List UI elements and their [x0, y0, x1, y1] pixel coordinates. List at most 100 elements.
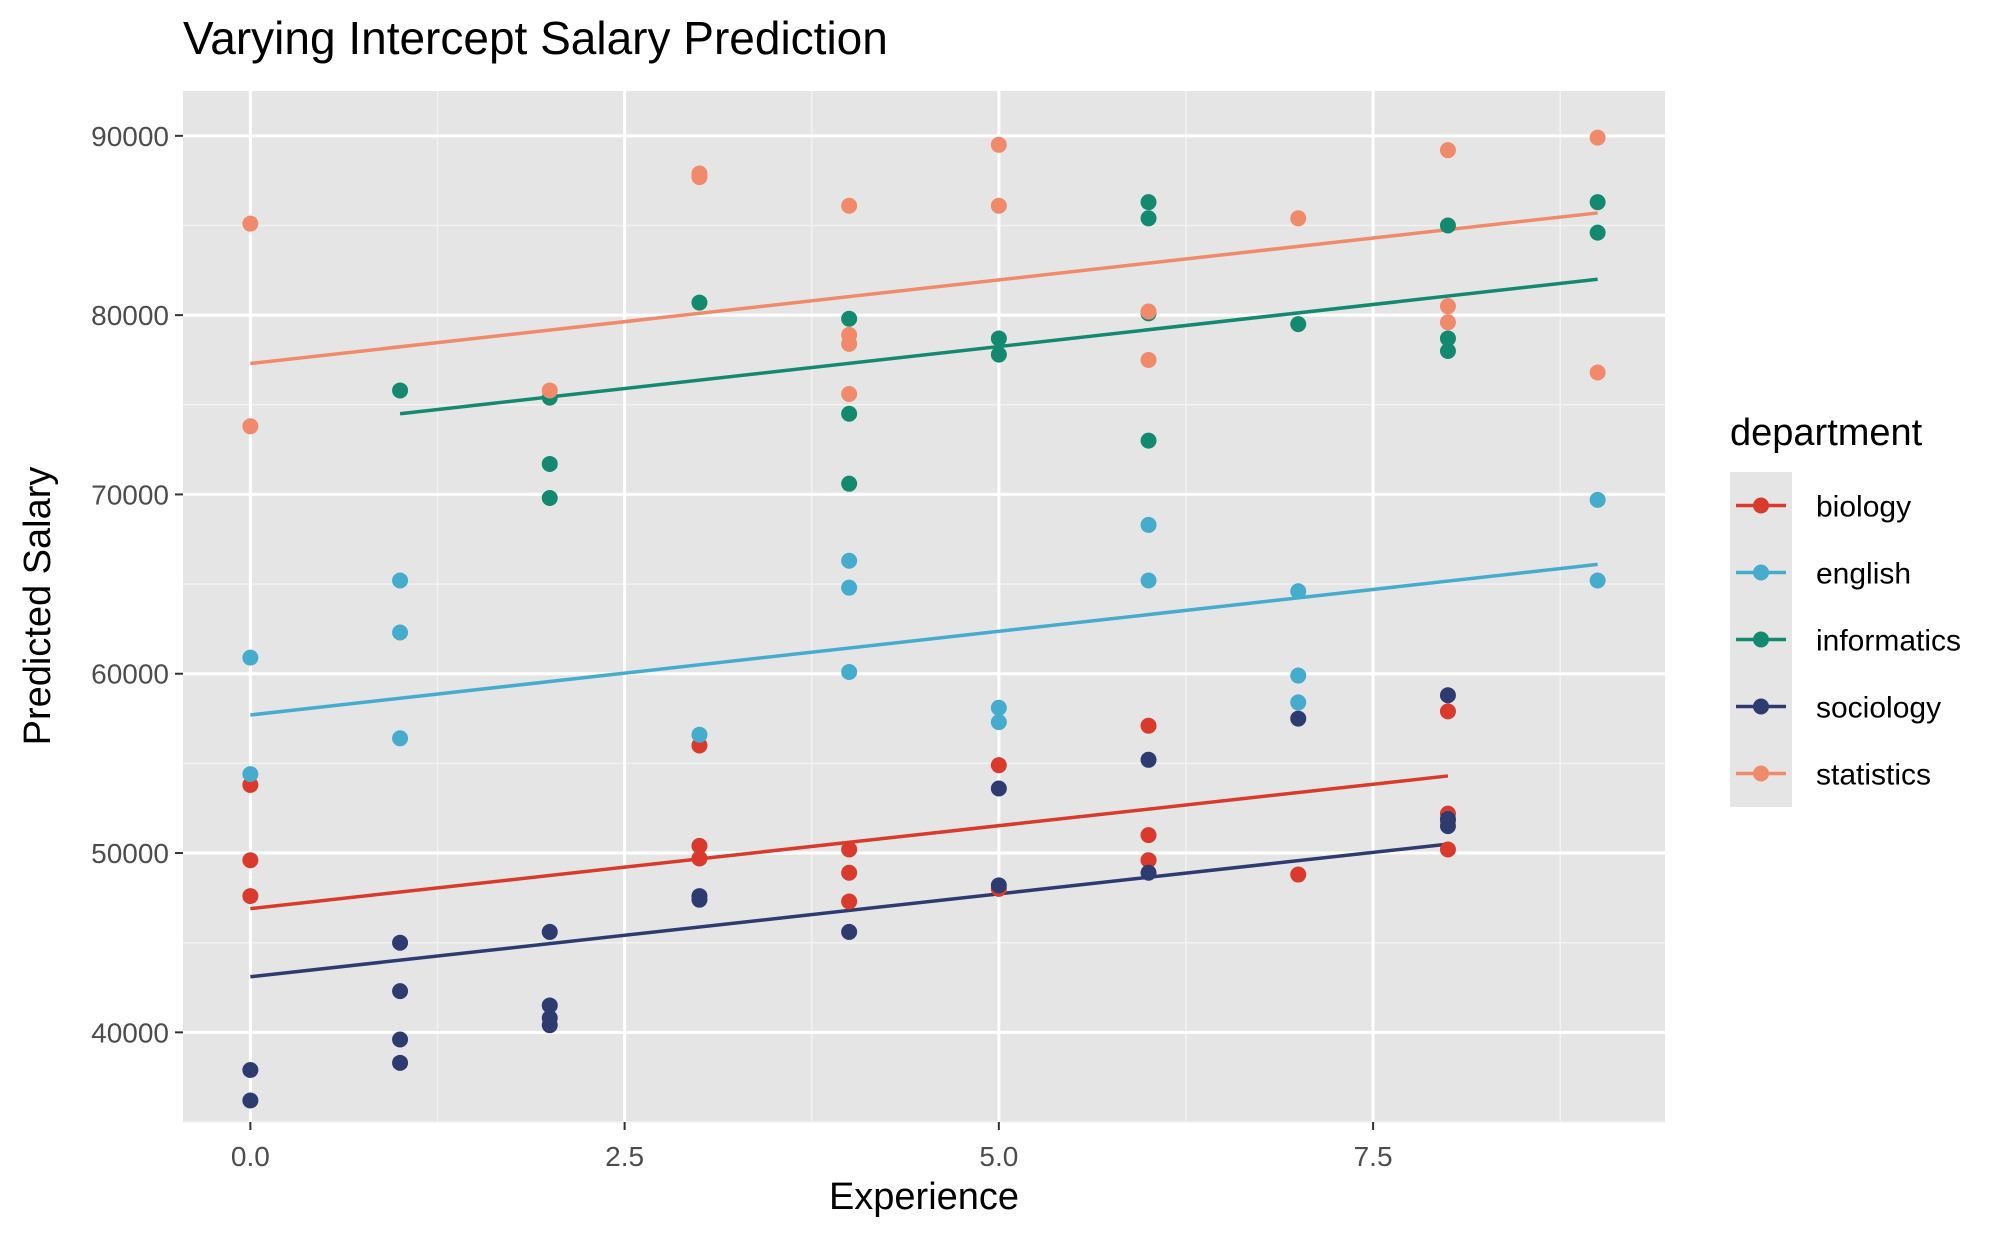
legend-key-point	[1753, 698, 1769, 715]
biology-point	[1140, 852, 1157, 869]
informatics-point	[691, 294, 708, 311]
x-tick-label: 2.5	[605, 1141, 644, 1172]
x-axis-title: Experience	[829, 1176, 1019, 1218]
statistics-point	[1140, 303, 1157, 320]
english-point	[990, 699, 1007, 716]
x-tick-label: 7.5	[1354, 1141, 1393, 1172]
x-axis: 0.0 2.5 5.0 7.5	[231, 1122, 1393, 1172]
sociology-point	[691, 891, 708, 908]
english-point	[691, 726, 708, 743]
legend-key-point	[1753, 497, 1769, 514]
english-point	[1290, 694, 1307, 711]
english-point	[1290, 583, 1307, 600]
y-axis-title: Predicted Salary	[17, 467, 59, 746]
biology-point	[1290, 866, 1307, 883]
legend-label-informatics: informatics	[1816, 625, 1961, 658]
biology-point	[242, 852, 259, 869]
sociology-point	[242, 1092, 259, 1109]
biology-point	[691, 837, 708, 854]
legend-label-statistics: statistics	[1816, 759, 1931, 792]
english-point	[1140, 516, 1157, 533]
biology-point	[990, 757, 1007, 774]
plot-panel	[183, 91, 1665, 1122]
english-point	[841, 552, 858, 569]
y-tick-label: 70000	[91, 479, 169, 510]
english-point	[1589, 491, 1606, 508]
english-point	[392, 730, 409, 747]
sociology-point	[1439, 687, 1456, 704]
sociology-point	[242, 1062, 259, 1079]
statistics-point	[841, 386, 858, 403]
grid-lines	[183, 91, 1665, 1123]
y-tick-label: 60000	[91, 659, 169, 690]
statistics-point	[1439, 142, 1456, 159]
informatics-point	[841, 405, 858, 422]
biology-point	[841, 893, 858, 910]
english-point	[841, 663, 858, 680]
english-point	[392, 572, 409, 589]
statistics-point	[1140, 351, 1157, 368]
biology-point	[841, 864, 858, 881]
informatics-point	[1140, 210, 1157, 227]
english-point	[1140, 572, 1157, 589]
statistics-point	[990, 197, 1007, 214]
biology-point	[1439, 703, 1456, 720]
informatics-point	[1439, 330, 1456, 347]
english-point	[1290, 667, 1307, 684]
legend: department biology english informatics soci…	[1730, 412, 1961, 807]
biology-point	[242, 888, 259, 905]
informatics-point	[990, 330, 1007, 347]
y-tick-label: 50000	[91, 838, 169, 869]
y-tick-label: 90000	[91, 121, 169, 152]
biology-point	[1140, 717, 1157, 734]
informatics-point	[1439, 342, 1456, 359]
legend-key-point	[1753, 564, 1769, 581]
english-point	[841, 579, 858, 596]
legend-label-english: english	[1816, 558, 1911, 591]
informatics-point	[841, 310, 858, 327]
biology-point	[1439, 841, 1456, 858]
informatics-point	[1140, 194, 1157, 211]
sociology-point	[541, 1017, 558, 1034]
statistics-point	[691, 169, 708, 186]
informatics-point	[392, 382, 409, 399]
informatics-point	[541, 490, 558, 507]
data-points	[242, 129, 1606, 1109]
sociology-point	[1290, 710, 1307, 727]
statistics-point	[541, 382, 558, 399]
english-trend-line	[250, 562, 1598, 717]
y-tick-label: 40000	[91, 1017, 169, 1048]
statistics-point	[841, 335, 858, 352]
legend-key-point	[1753, 631, 1769, 648]
statistics-point	[990, 136, 1007, 153]
statistics-point	[1589, 364, 1606, 381]
sociology-point	[1140, 864, 1157, 881]
informatics-point	[1290, 316, 1307, 333]
biology-point	[691, 850, 708, 867]
statistics-point	[1290, 210, 1307, 227]
y-axis: 40000 50000 60000 70000 80000 90000	[91, 121, 183, 1048]
legend-title: department	[1730, 412, 1923, 454]
legend-label-sociology: sociology	[1816, 692, 1941, 725]
sociology-point	[990, 780, 1007, 797]
statistics-point	[242, 215, 259, 232]
regression-lines	[250, 211, 1598, 979]
x-tick-label: 5.0	[979, 1141, 1018, 1172]
biology-point	[1140, 827, 1157, 844]
english-point	[392, 624, 409, 641]
sociology-point	[392, 1031, 409, 1048]
english-point	[242, 649, 259, 666]
informatics-point	[541, 455, 558, 472]
statistics-point	[242, 418, 259, 435]
informatics-point	[1589, 224, 1606, 241]
statistics-point	[1439, 314, 1456, 331]
sociology-point	[541, 997, 558, 1014]
statistics-trend-line	[250, 211, 1598, 366]
informatics-point	[1439, 217, 1456, 234]
sociology-point	[1439, 818, 1456, 835]
biology-point	[841, 841, 858, 858]
sociology-point	[541, 923, 558, 940]
chart-title: Varying Intercept Salary Prediction	[183, 12, 888, 64]
